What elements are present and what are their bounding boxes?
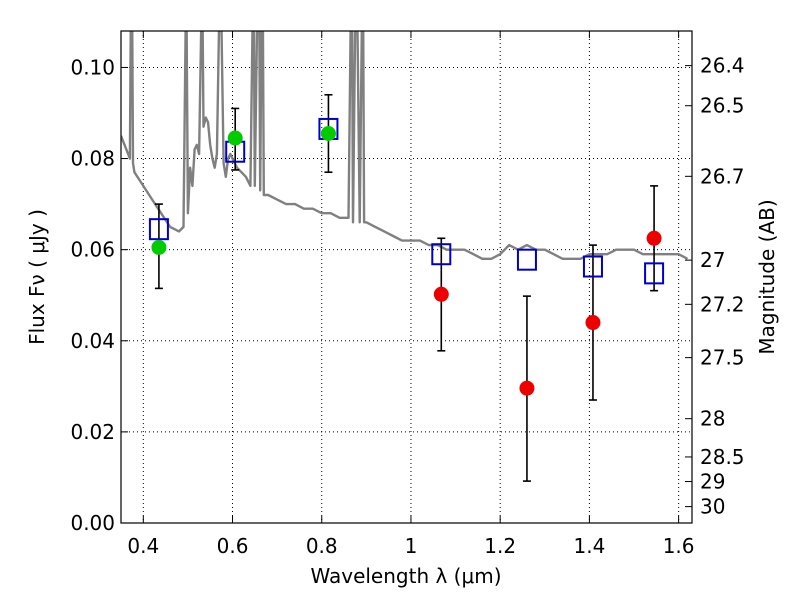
mag-tick-label: 27.5 xyxy=(700,346,745,370)
data-point xyxy=(519,380,535,396)
marker-layer xyxy=(148,117,665,396)
y-axis-right-title: Magnitude (AB) xyxy=(755,199,779,354)
y-tick-label: 0.10 xyxy=(70,55,115,79)
y-tick-label: 0.00 xyxy=(70,511,115,535)
mag-tick-label: 30 xyxy=(700,495,725,519)
mag-tick-label: 27.2 xyxy=(700,292,745,316)
y-tick-label: 0.08 xyxy=(70,147,115,171)
mag-tick-label: 28.5 xyxy=(700,445,745,469)
mag-tick-label: 26.7 xyxy=(700,164,745,188)
data-point xyxy=(433,286,449,302)
model-photometry-square xyxy=(431,243,452,266)
y-tick-label: 0.04 xyxy=(70,329,115,353)
x-tick-label: 0.4 xyxy=(127,534,159,558)
y-tick-label: 0.02 xyxy=(70,420,115,444)
mag-tick-label: 27 xyxy=(700,248,725,272)
mag-tick-label: 26.4 xyxy=(700,54,745,78)
x-tick-label: 1.2 xyxy=(484,534,516,558)
model-photometry-square xyxy=(516,248,537,271)
data-point xyxy=(320,126,336,141)
y-axis-title: Flux Fν ( μJy ) xyxy=(25,209,49,345)
mag-tick-label: 29 xyxy=(700,470,725,494)
spectrum-layer xyxy=(121,31,689,260)
data-point xyxy=(227,130,243,146)
model-photometry-square xyxy=(148,218,169,241)
label-layer: 0.4 0.6 0.8 1 1.2 1.4 1.6 0.00 0.02 0.04 0.06 0.08 0… xyxy=(70,54,744,558)
x-axis-title: Wavelength λ (μm) xyxy=(310,564,501,588)
tick-layer xyxy=(121,31,692,524)
data-point xyxy=(585,315,601,331)
model-photometry-square xyxy=(644,262,665,285)
data-point xyxy=(151,239,167,255)
x-tick-label: 1.4 xyxy=(573,534,605,558)
mag-tick-label: 26.5 xyxy=(700,94,745,118)
model-photometry-square xyxy=(582,255,603,278)
plot-frame xyxy=(120,30,693,524)
x-tick-label: 1.6 xyxy=(663,534,695,558)
model-spectrum-line xyxy=(121,31,689,260)
x-tick-label: 0.8 xyxy=(306,534,338,558)
mag-tick-label: 28 xyxy=(700,407,725,431)
y-tick-label: 0.06 xyxy=(70,238,115,262)
x-tick-label: 1 xyxy=(405,534,418,558)
data-point xyxy=(646,230,662,246)
x-tick-label: 0.6 xyxy=(217,534,249,558)
